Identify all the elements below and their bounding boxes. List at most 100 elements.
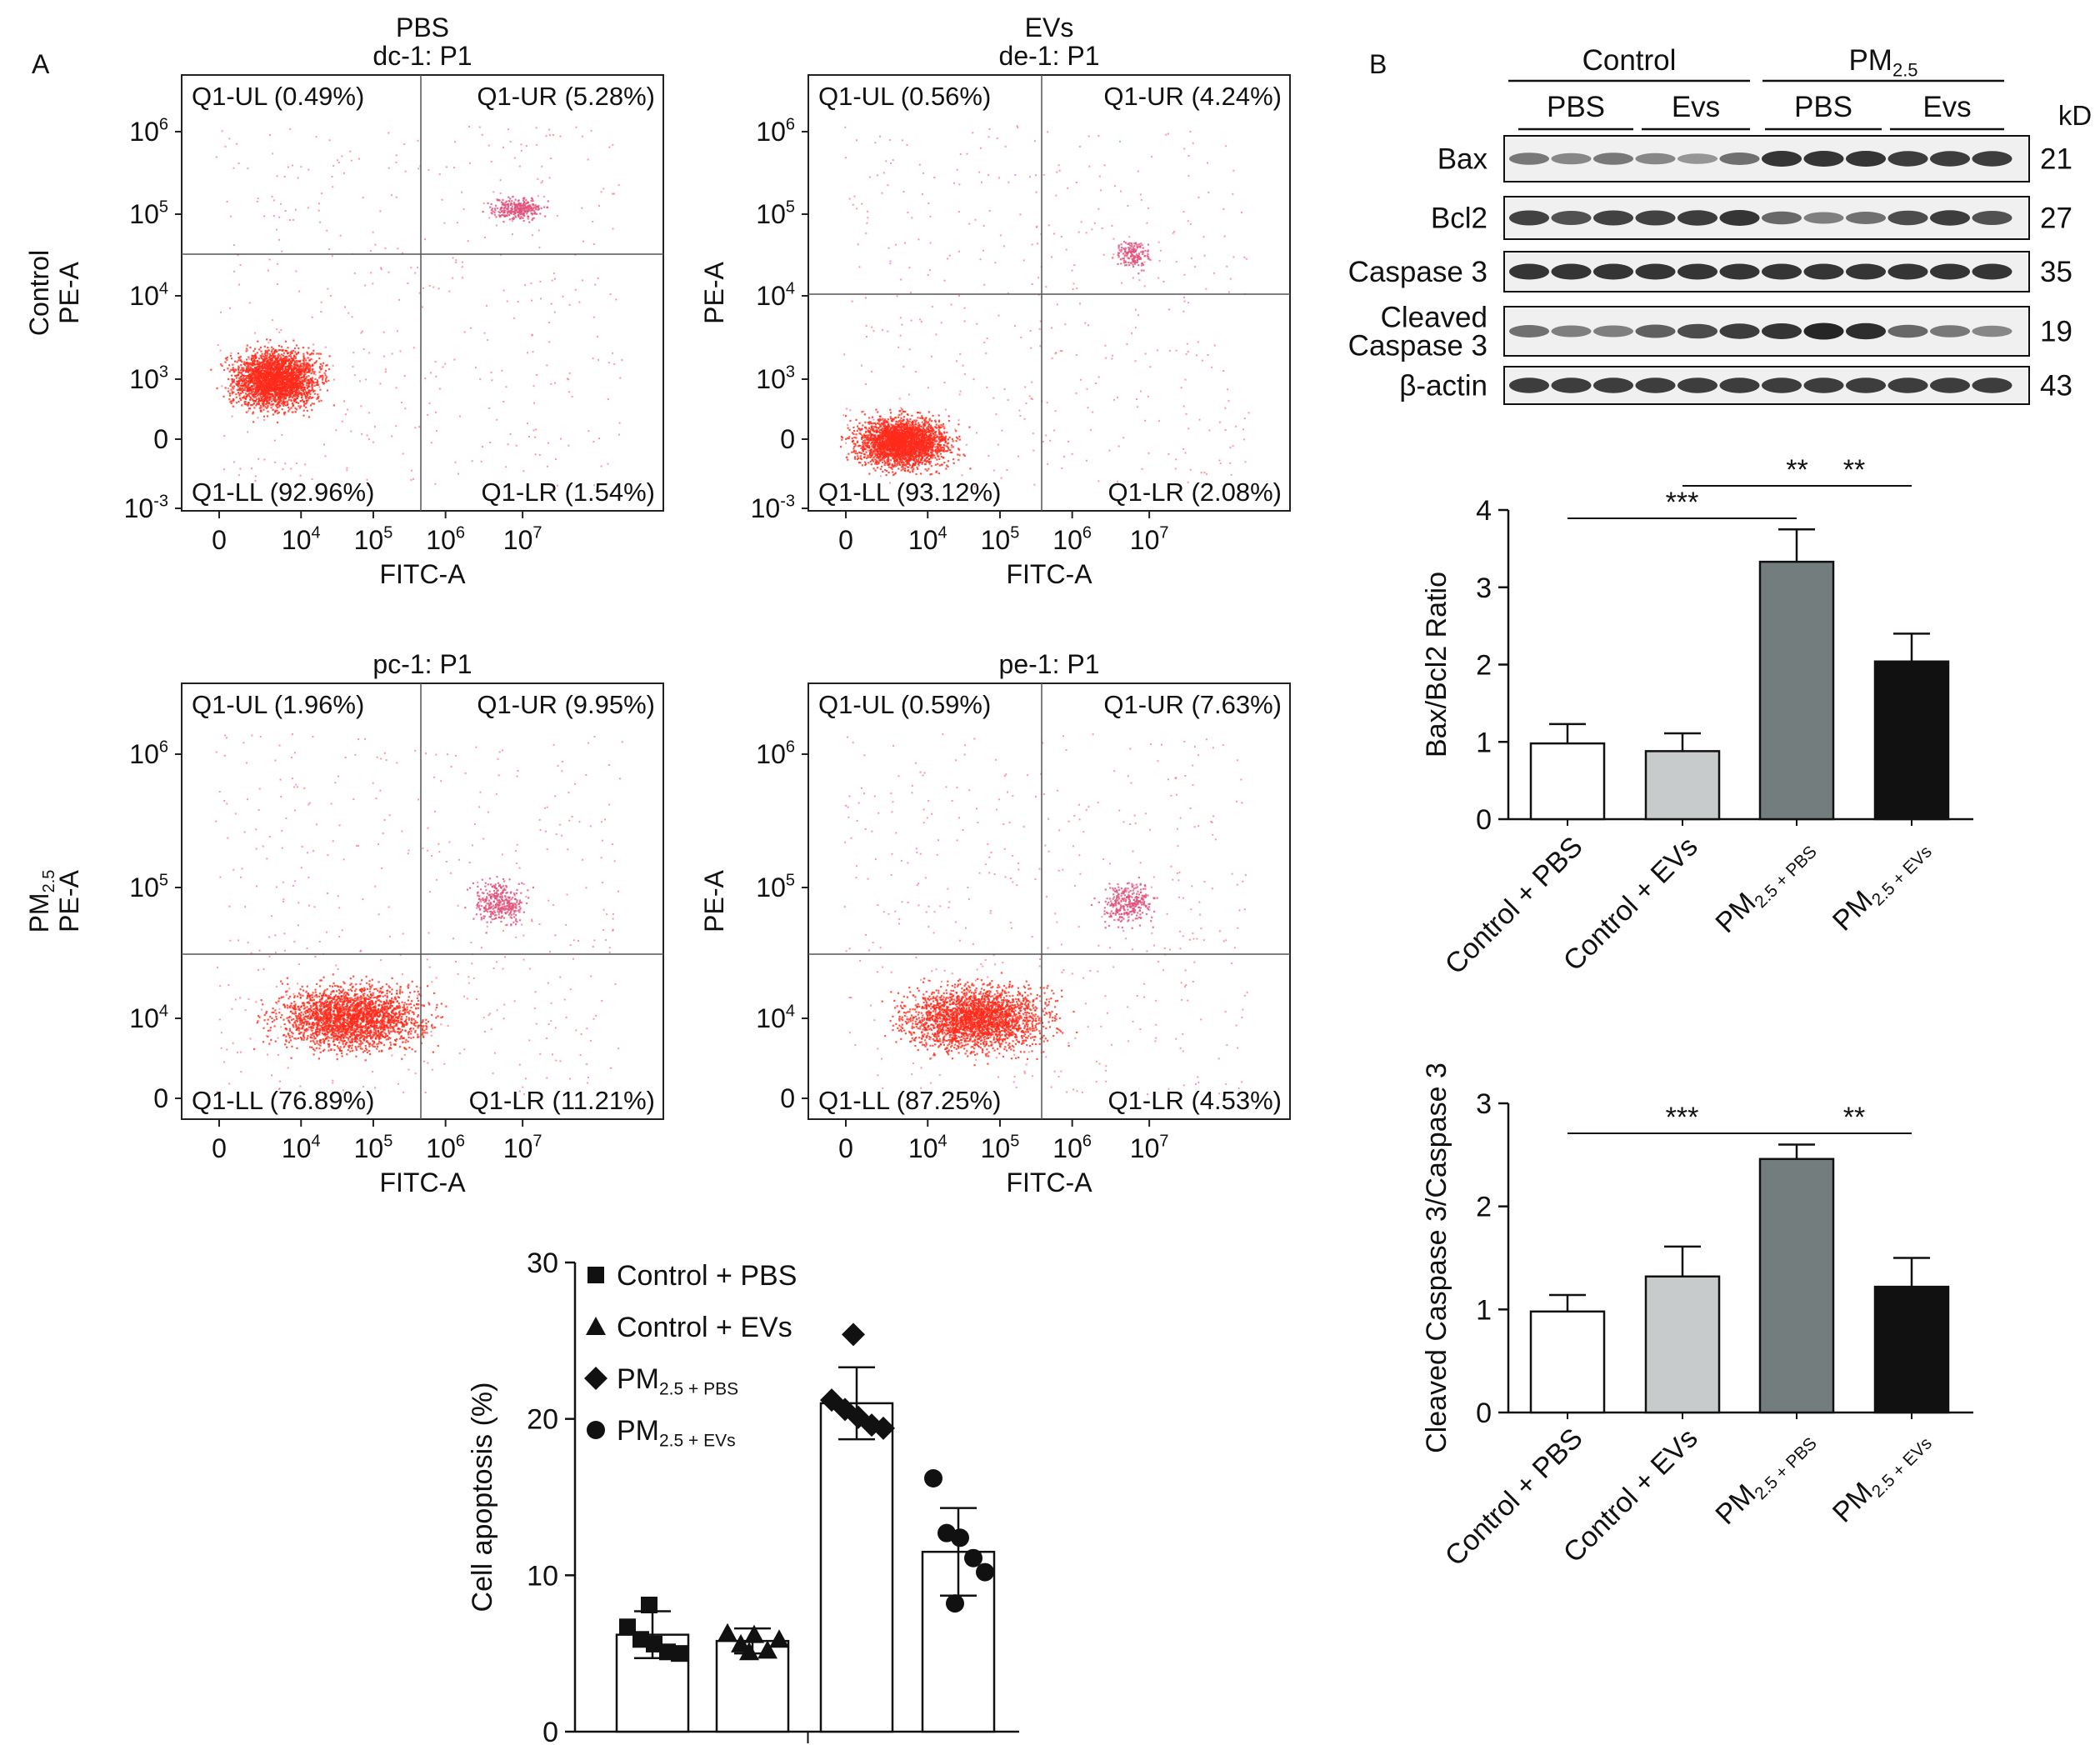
event-dot	[266, 364, 268, 367]
event-dot	[259, 386, 262, 388]
event-dot	[513, 317, 516, 319]
event-dot	[452, 277, 454, 279]
event-dot	[310, 353, 312, 356]
event-dot	[527, 202, 529, 204]
event-dot	[285, 392, 288, 394]
event-dot	[248, 395, 250, 398]
event-dot	[928, 440, 931, 442]
event-dot	[296, 392, 298, 394]
event-dot	[410, 478, 412, 481]
y-axis-label: PE-A	[54, 262, 84, 324]
event-dot	[520, 149, 522, 152]
event-dot	[490, 372, 492, 373]
event-dot	[256, 373, 258, 376]
y-tick-label-base: 10	[129, 117, 159, 147]
event-dot	[897, 462, 899, 464]
event-dot	[870, 463, 872, 466]
event-dot	[546, 206, 548, 209]
event-dot	[295, 388, 298, 390]
event-dot	[294, 351, 297, 353]
event-dot	[904, 411, 907, 413]
event-dot	[249, 377, 252, 379]
event-dot	[939, 446, 942, 449]
event-dot	[851, 451, 853, 453]
event-dot	[328, 379, 330, 382]
quadrant-label-ul: Q1-UL (0.49%)	[192, 82, 364, 111]
event-dot	[545, 135, 548, 138]
event-dot	[292, 391, 295, 393]
event-dot	[547, 200, 549, 202]
event-dot	[856, 441, 858, 444]
event-dot	[300, 388, 302, 391]
event-dot	[372, 441, 374, 443]
event-dot	[277, 386, 279, 388]
event-dot	[215, 156, 218, 158]
event-dot	[270, 403, 272, 407]
event-dot	[311, 316, 313, 318]
event-dot	[284, 462, 287, 465]
event-dot	[235, 382, 238, 385]
event-dot	[517, 206, 519, 208]
event-dot	[263, 352, 266, 356]
event-dot	[540, 182, 542, 184]
event-dot	[274, 391, 277, 393]
event-dot	[323, 443, 325, 446]
event-dot	[321, 484, 323, 486]
event-dot	[277, 362, 279, 366]
event-dot	[278, 395, 281, 398]
event-dot	[526, 208, 528, 210]
event-dot	[302, 398, 304, 401]
event-dot	[276, 403, 278, 406]
event-dot	[513, 212, 516, 214]
event-dot	[290, 366, 292, 368]
event-dot	[328, 248, 331, 250]
event-dot	[863, 456, 866, 458]
event-dot	[507, 212, 509, 215]
event-dot	[505, 214, 508, 218]
event-dot	[247, 363, 249, 366]
event-dot	[384, 247, 387, 249]
event-dot	[288, 383, 290, 386]
event-dot	[271, 392, 273, 395]
event-dot	[918, 457, 921, 459]
event-dot	[273, 439, 276, 442]
event-dot	[509, 203, 512, 206]
event-dot	[238, 385, 240, 388]
event-dot	[516, 207, 518, 210]
event-dot	[309, 392, 312, 396]
event-dot	[272, 370, 275, 372]
event-dot	[289, 376, 292, 378]
event-dot	[538, 246, 541, 248]
event-dot	[404, 408, 407, 410]
event-dot	[518, 165, 521, 168]
event-dot	[298, 402, 300, 404]
event-dot	[292, 380, 295, 383]
event-dot	[322, 378, 324, 381]
event-dot	[301, 379, 303, 382]
event-dot	[861, 411, 863, 413]
event-dot	[906, 466, 908, 468]
event-dot	[901, 447, 903, 449]
event-dot	[435, 375, 438, 378]
event-dot	[266, 361, 268, 364]
event-dot	[246, 381, 248, 383]
event-dot	[618, 433, 620, 436]
event-dot	[876, 438, 878, 440]
event-dot	[298, 390, 300, 392]
event-dot	[278, 406, 280, 408]
event-dot	[284, 362, 287, 364]
event-dot	[276, 383, 279, 386]
event-dot	[271, 380, 273, 382]
event-dot	[872, 468, 875, 470]
event-dot	[853, 456, 857, 458]
event-dot	[294, 383, 297, 386]
event-dot	[288, 363, 290, 366]
event-dot	[519, 218, 522, 220]
event-dot	[289, 351, 292, 353]
event-dot	[498, 214, 500, 217]
event-dot	[943, 427, 946, 430]
event-dot	[284, 368, 287, 371]
event-dot	[278, 398, 281, 400]
event-dot	[852, 426, 855, 428]
event-dot	[309, 390, 312, 392]
